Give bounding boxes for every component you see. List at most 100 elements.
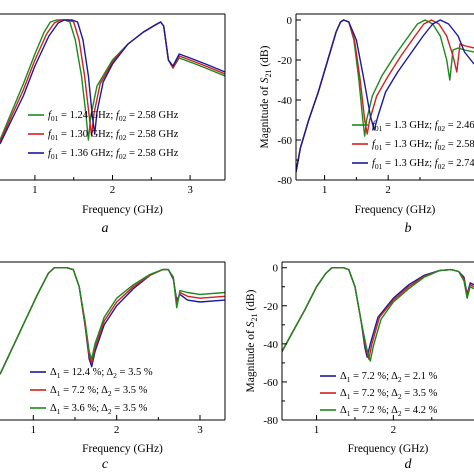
text-span: 01	[51, 114, 59, 123]
legend-entry: f01 = 1.3 GHz; f02 = 2.74	[352, 158, 474, 171]
text-span: = 1.24 GHz;	[58, 110, 116, 121]
text-span: 2	[108, 407, 112, 416]
x-tick-label: 1	[322, 184, 328, 196]
text-span: d	[405, 457, 413, 472]
text-span: f	[372, 120, 377, 131]
text-span: Δ	[50, 385, 57, 396]
text-span: 0	[273, 263, 279, 275]
text-span: 02	[438, 162, 446, 171]
legend-label: Δ1 = 7.2 %; Δ2 = 3.5 %	[50, 385, 148, 398]
series-line-green	[0, 19, 225, 141]
series-line-blue	[0, 19, 225, 145]
series-line-red	[0, 19, 225, 143]
text-span: = 3.5 %	[112, 403, 148, 414]
text-span: Frequency (GHz)	[82, 204, 163, 216]
text-span: f	[48, 110, 53, 121]
text-span: 2	[391, 424, 397, 436]
y-axis-label: Magnitude of S21 (dB)	[245, 289, 259, 392]
panel-caption: d	[405, 457, 413, 472]
series-group	[282, 267, 474, 362]
legend-entry: Δ1 = 3.6 %; Δ2 = 3.5 %	[30, 403, 148, 416]
x-axis-label: Frequency (GHz)	[348, 443, 429, 455]
x-tick-label: 2	[391, 424, 397, 436]
text-span: -60	[263, 377, 278, 389]
x-tick-label: 3	[197, 424, 203, 436]
series-group	[296, 19, 474, 173]
text-span: Δ	[340, 371, 347, 382]
text-span: Δ	[340, 388, 347, 399]
x-tick-label: 1	[31, 424, 37, 436]
text-span: = 12.4 %; Δ	[61, 367, 114, 378]
text-span: 2	[398, 392, 402, 401]
text-span: b	[405, 221, 412, 236]
text-span: = 1.3 GHz;	[382, 158, 434, 169]
legend-entry: Δ1 = 12.4 %; Δ2 = 3.5 %	[30, 367, 153, 380]
text-span: 01	[51, 152, 59, 161]
text-span: f	[372, 139, 377, 150]
legend-entry: f01 = 1.3 GHz; f02 = 2.46	[352, 120, 474, 133]
text-span: = 1.30 GHz;	[58, 129, 116, 140]
legend-label: f01 = 1.3 GHz; f02 = 2.46	[372, 120, 474, 133]
text-span: 02	[119, 114, 127, 123]
text-span: = 3.5 %	[112, 385, 148, 396]
legend-entry: f01 = 1.24 GHz; f02 = 2.58 GHz	[28, 110, 179, 123]
text-span: = 1.3 GHz;	[382, 120, 434, 131]
text-span: Δ	[50, 367, 57, 378]
text-span: 2	[398, 409, 402, 418]
series-line-red	[282, 267, 474, 360]
legend-label: f01 = 1.24 GHz; f02 = 2.58 GHz	[48, 110, 179, 123]
x-tick-label: 3	[187, 184, 193, 196]
text-span: (dB)	[259, 45, 271, 69]
text-span: = 7.2 %; Δ	[61, 385, 109, 396]
text-span: 2	[110, 184, 116, 196]
text-span: 3	[187, 184, 193, 196]
y-tick-label: -80	[263, 415, 278, 427]
x-axis-label: Frequency (GHz)	[82, 204, 163, 216]
legend-label: Δ1 = 12.4 %; Δ2 = 3.5 %	[50, 367, 153, 380]
text-span: 3	[197, 424, 203, 436]
text-span: = 2.1 %	[402, 371, 438, 382]
series-line-blue	[0, 267, 225, 375]
text-span: f	[48, 129, 53, 140]
x-tick-label: 2	[110, 184, 116, 196]
text-span: -40	[263, 339, 278, 351]
text-span: = 2.74	[445, 158, 474, 169]
text-span: 1	[57, 371, 61, 380]
text-span: 2	[108, 389, 112, 398]
panel-b: 1 2 0 -20 -40 -60 -80 Frequency (GHz) Magnitude …	[259, 13, 474, 236]
legend-entry: Δ1 = 7.2 %; Δ2 = 4.2 %	[320, 405, 438, 418]
text-span: 02	[438, 124, 446, 133]
y-tick-label: -20	[263, 301, 278, 313]
y-tick-label: -40	[263, 339, 278, 351]
text-span: 2	[113, 371, 117, 380]
text-span: = 2.58	[445, 139, 474, 150]
x-tick-label: 2	[385, 184, 391, 196]
y-axis-label: Magnitude of S21 (dB)	[259, 45, 273, 148]
text-span: = 2.46	[445, 120, 474, 131]
text-span: 1	[347, 409, 351, 418]
text-span: 2	[385, 184, 391, 196]
panel-caption: b	[405, 221, 412, 236]
text-span: f	[116, 110, 121, 121]
text-span: = 2.58 GHz	[126, 148, 178, 159]
text-span: 02	[119, 133, 127, 142]
text-span: f	[48, 148, 53, 159]
text-span: = 7.2 %; Δ	[351, 371, 399, 382]
text-span: 1	[57, 407, 61, 416]
text-span: -20	[263, 301, 278, 313]
text-span: = 7.2 %; Δ	[351, 388, 399, 399]
x-tick-label: 2	[114, 424, 120, 436]
text-span: Magnitude of	[245, 327, 257, 392]
text-span: 02	[119, 152, 127, 161]
text-span: = 3.5 %	[117, 367, 153, 378]
text-span: = 3.6 %; Δ	[61, 403, 109, 414]
legend-label: f01 = 1.36 GHz; f02 = 2.58 GHz	[48, 148, 179, 161]
text-span: 01	[51, 133, 59, 142]
legend-entry: f01 = 1.3 GHz; f02 = 2.58	[352, 139, 474, 152]
legend-label: Δ1 = 7.2 %; Δ2 = 4.2 %	[340, 405, 438, 418]
text-span: 02	[438, 143, 446, 152]
text-span: = 2.58 GHz	[126, 110, 178, 121]
text-span: 01	[375, 143, 383, 152]
text-span: = 2.58 GHz	[126, 129, 178, 140]
